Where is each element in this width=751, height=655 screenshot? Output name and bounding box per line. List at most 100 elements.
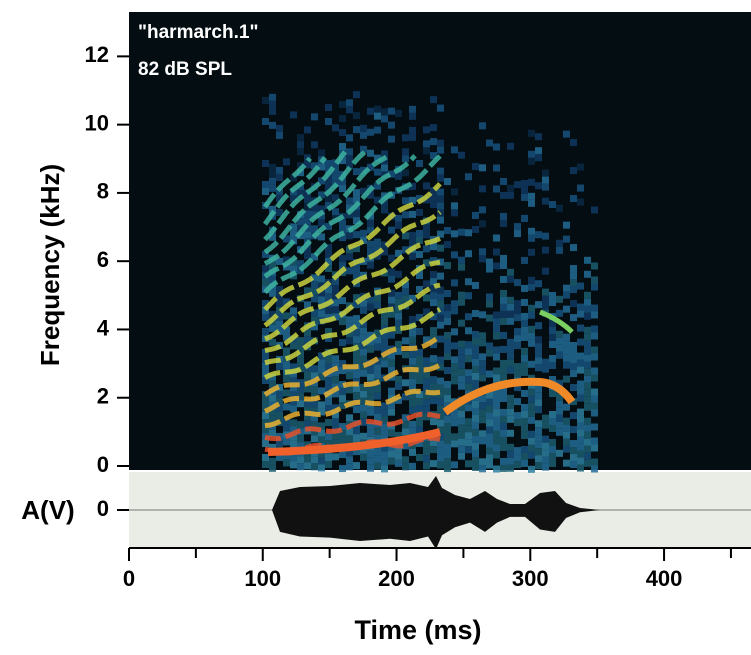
spectrogram-texture (339, 262, 346, 270)
spectrogram-texture (388, 429, 395, 437)
spectrogram-texture (346, 99, 353, 107)
spectrogram-texture (269, 338, 276, 346)
spectrogram-texture (493, 423, 500, 431)
spectrogram-texture (528, 444, 535, 452)
spectrogram-texture (395, 452, 402, 460)
spectrogram-texture (507, 457, 514, 465)
spectrogram-texture (416, 159, 423, 167)
spectrogram-texture (472, 400, 479, 408)
spectrogram-texture (500, 219, 507, 227)
spectrogram-texture (374, 196, 381, 204)
waveform-axis-label: A(V) (21, 495, 74, 525)
spectrogram-texture (500, 275, 507, 283)
spectrogram-texture (360, 334, 367, 342)
spectrogram-texture (402, 134, 409, 142)
x-tick-label: 300 (512, 566, 549, 591)
spectrogram-texture (346, 463, 353, 471)
spectrogram-texture (367, 296, 374, 304)
spectrogram-texture (416, 236, 423, 244)
spectrogram-texture (339, 423, 346, 431)
spectrogram-texture (395, 445, 402, 453)
spectrogram-texture (514, 461, 521, 469)
spectrogram-texture (584, 382, 591, 390)
spectrogram-texture (444, 388, 451, 396)
spectrogram-texture (542, 414, 549, 422)
spectrogram-texture (570, 384, 577, 392)
spectrogram-texture (528, 416, 535, 424)
spectrogram-texture (556, 204, 563, 212)
spectrogram-texture (332, 369, 339, 377)
spectrogram-texture (402, 393, 409, 401)
spectrogram-texture (325, 461, 332, 469)
y-tick-label: 10 (85, 110, 109, 135)
spectrogram-texture (437, 314, 444, 322)
spectrogram-texture (332, 453, 339, 461)
spectrogram-texture (507, 303, 514, 311)
spectrogram-texture (465, 460, 472, 468)
spectrogram-texture (556, 449, 563, 457)
y-tick-label: 12 (85, 42, 109, 67)
harmonic-texture (262, 156, 312, 209)
spectrogram-texture (311, 435, 318, 443)
spectrogram-texture (549, 453, 556, 461)
spectrogram-texture (500, 331, 507, 339)
x-axis-label: Time (ms) (354, 615, 481, 645)
spectrogram-texture (486, 293, 493, 301)
spectrogram-texture (437, 356, 444, 364)
harmonic-texture (264, 259, 441, 353)
spectrogram-texture (297, 162, 304, 170)
spectrogram-texture (542, 358, 549, 366)
spectrogram-texture (325, 181, 332, 189)
spectrogram-texture (479, 402, 486, 410)
spectrogram-texture (486, 349, 493, 357)
spectrogram-texture (269, 415, 276, 423)
spectrogram-texture (325, 244, 332, 252)
spectrogram-texture (325, 251, 332, 259)
spectrogram-texture (500, 345, 507, 353)
spectrogram-texture (304, 301, 311, 309)
spectrogram-texture (409, 238, 416, 246)
y-tick-label: 2 (97, 384, 109, 409)
spectrogram-texture (430, 446, 437, 454)
spectrogram-texture (381, 318, 388, 326)
spectrogram-texture (311, 295, 318, 303)
spectrogram-texture (451, 370, 458, 378)
spectrogram-texture (528, 395, 535, 403)
spectrogram-texture (500, 303, 507, 311)
spectrogram-texture (423, 126, 430, 134)
spectrogram-texture (360, 320, 367, 328)
spectrogram-texture (409, 350, 416, 358)
spectrogram-texture (402, 281, 409, 289)
spectrogram-texture (423, 294, 430, 302)
spectrogram-texture (591, 374, 598, 382)
spectrogram-texture (304, 231, 311, 239)
spectrogram-texture (479, 311, 486, 319)
spectrogram-texture (542, 302, 549, 310)
spectrogram-texture (437, 167, 444, 175)
spectrogram-texture (304, 196, 311, 204)
spectrogram-texture (549, 292, 556, 300)
spectrogram-texture (437, 321, 444, 329)
spectrogram-texture (395, 326, 402, 334)
spectrogram-texture (472, 344, 479, 352)
spectrogram-texture (486, 447, 493, 455)
spectrogram-texture (458, 354, 465, 362)
spectrogram-texture (374, 112, 381, 120)
spectrogram-texture (360, 369, 367, 377)
spectrogram-texture (283, 403, 290, 411)
spectrogram-texture (262, 412, 269, 420)
spectrogram-texture (577, 198, 584, 206)
spectrogram-texture (472, 456, 479, 464)
spectrogram-texture (458, 151, 465, 159)
spectrogram-texture (465, 439, 472, 447)
spectrogram-texture (570, 440, 577, 448)
spectrogram-texture (479, 339, 486, 347)
spectrogram-texture (563, 235, 570, 243)
spectrogram-texture (297, 365, 304, 373)
spectrogram-texture (535, 385, 542, 393)
spectrogram-texture (430, 271, 437, 279)
spectrogram-texture (437, 202, 444, 210)
spectrogram-texture (556, 309, 563, 317)
spectrogram-texture (570, 356, 577, 364)
spectrogram-texture (514, 314, 521, 322)
